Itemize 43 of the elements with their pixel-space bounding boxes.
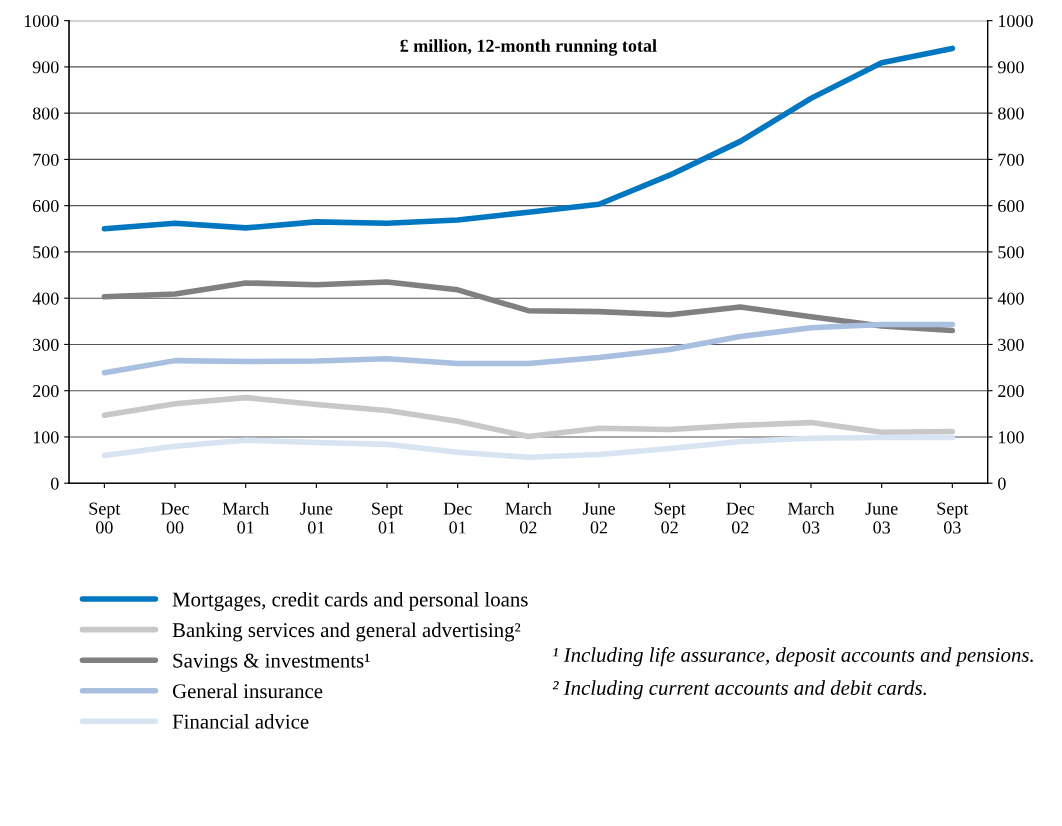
x-tick-label: March 03: [787, 501, 835, 534]
text: ¹ Including life assurance, deposit accounts and pensions.: [552, 647, 1033, 667]
legend-label: Savings & investments¹: [173, 653, 370, 672]
legend-label: Mortgages, credit cards and personal loans: [172, 591, 528, 611]
y-tick-label: 0: [50, 477, 59, 490]
y2-tick-label: 100: [998, 431, 1024, 444]
y2-tick-label: 400: [997, 292, 1024, 305]
x-tick-label: June 01: [300, 502, 333, 534]
x-tick-label: March 02: [505, 501, 552, 534]
y2-tick-label: 600: [998, 199, 1024, 213]
legend-label: Financial advice: [172, 714, 309, 729]
text: ² Including current accounts and debit cards.: [552, 680, 926, 700]
x-tick-label: March 01: [222, 501, 270, 534]
x-tick-label: Dec 00: [161, 502, 189, 534]
x-tick-label: Dec 01: [443, 502, 472, 534]
x-tick-label: Sept 00: [89, 502, 121, 534]
y2-tick-label: 300: [998, 338, 1024, 351]
y-tick-label: 700: [33, 153, 59, 166]
y-tick-label: 1000: [24, 14, 59, 28]
y-tick-label: 400: [32, 292, 59, 305]
y2-tick-label: 700: [998, 153, 1024, 166]
y2-tick-label: 800: [998, 107, 1024, 120]
text: £ million, 12-month running total: [400, 39, 657, 56]
y2-tick-label: 0: [998, 477, 1006, 490]
y-tick-label: 200: [33, 384, 59, 398]
y2-tick-label: 1000: [998, 14, 1033, 28]
y-tick-label: 600: [33, 199, 59, 213]
y-tick-label: 900: [32, 61, 59, 74]
x-tick-label: Sept 02: [654, 502, 686, 534]
y-tick-label: 100: [33, 431, 59, 444]
legend-label: Banking services and general advertising²: [172, 622, 521, 642]
y-tick-label: 300: [33, 338, 59, 351]
x-tick-label: June 02: [582, 502, 615, 534]
x-tick-label: Dec 02: [726, 502, 755, 534]
y2-tick-label: 500: [998, 246, 1024, 259]
x-tick-label: June 03: [865, 502, 898, 534]
y-tick-label: 800: [32, 107, 59, 120]
x-tick-label: Sept 01: [372, 502, 403, 534]
y2-tick-label: 200: [998, 384, 1024, 398]
x-tick-label: Sept 03: [937, 502, 969, 534]
y-tick-label: 500: [33, 246, 59, 259]
y2-tick-label: 900: [997, 61, 1024, 74]
legend-label: General insurance: [172, 683, 323, 699]
